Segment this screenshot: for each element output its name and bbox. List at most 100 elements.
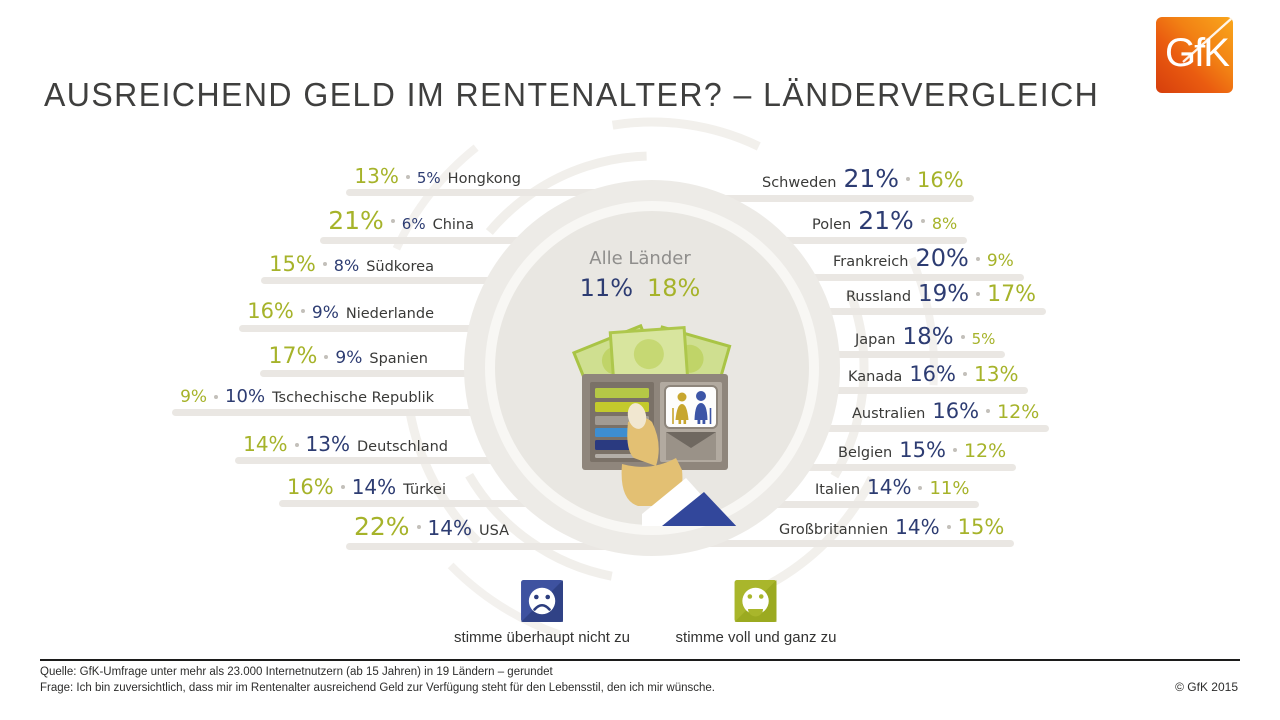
footer-question-text: Frage: Ich bin zuversichtlich, dass mir … bbox=[40, 682, 716, 694]
connector-bar bbox=[172, 408, 660, 416]
value-separator-dot bbox=[920, 219, 925, 224]
connector-bar bbox=[235, 457, 660, 465]
disagree-value: 15% bbox=[899, 438, 946, 462]
country-label: Türkei bbox=[403, 482, 446, 498]
disagree-value: 20% bbox=[915, 244, 969, 272]
agree-value: 16% bbox=[917, 168, 964, 192]
footer-source-text: Quelle: GfK-Umfrage unter mehr als 23.00… bbox=[40, 666, 553, 678]
hand-icon bbox=[621, 403, 737, 526]
value-separator-dot bbox=[390, 219, 395, 224]
agree-value: 9% bbox=[180, 387, 208, 407]
country-row: 22% 14% USA bbox=[353, 512, 509, 542]
logo-text: GfK bbox=[1165, 31, 1230, 75]
legend-agree-label: stimme voll und ganz zu bbox=[675, 629, 837, 646]
happy-face-icon bbox=[735, 580, 777, 622]
country-row: Schweden 21% 16% bbox=[762, 164, 964, 194]
connector-bar bbox=[645, 463, 1017, 471]
disagree-value: 14% bbox=[351, 475, 397, 499]
country-row: Russland 19% 17% bbox=[846, 281, 1036, 307]
connector-bar bbox=[320, 236, 660, 244]
connector-bar bbox=[260, 370, 660, 378]
all-countries-values: 11% 18% bbox=[580, 274, 701, 302]
disagree-value: 16% bbox=[932, 399, 980, 423]
agree-value: 5% bbox=[971, 330, 996, 348]
connector-bar bbox=[346, 189, 660, 197]
country-label: USA bbox=[478, 523, 509, 539]
agree-value: 13% bbox=[354, 164, 399, 188]
footer-copyright: © GfK 2015 bbox=[1175, 680, 1238, 694]
connector-bar bbox=[645, 273, 1024, 281]
country-row: 14% 13% Deutschland bbox=[243, 433, 448, 456]
connector-bar bbox=[645, 540, 1015, 548]
disagree-value: 14% bbox=[427, 516, 472, 540]
country-row: 9% 10% Tschechische Republik bbox=[180, 386, 434, 408]
country-row: Frankreich 20% 9% bbox=[833, 244, 1014, 273]
value-separator-dot bbox=[960, 335, 965, 340]
country-label: Russland bbox=[846, 289, 912, 305]
connector-bar bbox=[239, 324, 660, 332]
country-row: Großbritannien 14% 15% bbox=[779, 515, 1004, 539]
connector-bar bbox=[279, 500, 660, 508]
disagree-value: 6% bbox=[401, 215, 426, 233]
country-label: Japan bbox=[855, 332, 896, 348]
agree-value: 12% bbox=[963, 440, 1007, 462]
sad-face-icon bbox=[520, 580, 563, 622]
value-separator-dot bbox=[340, 485, 345, 490]
elderly-couple-photo-icon bbox=[664, 385, 718, 429]
value-separator-dot bbox=[975, 256, 980, 261]
envelope-icon bbox=[666, 432, 716, 460]
country-label: Kanada bbox=[848, 369, 903, 385]
connector-bar bbox=[645, 424, 1050, 432]
legend-disagree: stimme überhaupt nicht zu bbox=[454, 580, 630, 646]
value-separator-dot bbox=[963, 372, 967, 377]
disagree-value: 19% bbox=[918, 281, 970, 307]
agree-value: 22% bbox=[353, 512, 410, 541]
logo-diagonal-line-icon bbox=[1182, 17, 1233, 63]
agree-value: 15% bbox=[269, 252, 316, 276]
value-separator-dot bbox=[405, 174, 410, 179]
agree-value: 11% bbox=[929, 478, 970, 499]
country-label: Polen bbox=[812, 217, 852, 233]
connector-bar bbox=[645, 236, 968, 244]
disagree-value: 5% bbox=[416, 169, 441, 187]
disagree-value: 9% bbox=[335, 348, 363, 368]
country-label: China bbox=[432, 217, 474, 233]
country-label: Deutschland bbox=[357, 439, 448, 455]
wallet-hand-illustration bbox=[571, 323, 737, 526]
disagree-value: 21% bbox=[843, 164, 900, 193]
disagree-value: 21% bbox=[858, 206, 914, 235]
country-label: Tschechische Republik bbox=[272, 390, 434, 406]
disagree-value: 8% bbox=[333, 256, 360, 275]
agree-value: 8% bbox=[931, 214, 958, 233]
disagree-value: 13% bbox=[305, 432, 350, 456]
country-row: Japan 18% 5% bbox=[855, 324, 995, 350]
connector-bar bbox=[645, 194, 974, 202]
country-row: 15% 8% Südkorea bbox=[269, 252, 434, 276]
value-separator-dot bbox=[322, 262, 327, 267]
agree-value: 9% bbox=[986, 251, 1014, 271]
country-label: Großbritannien bbox=[779, 522, 889, 538]
connector-bar bbox=[345, 542, 660, 550]
country-row: 16% 14% Türkei bbox=[287, 475, 446, 499]
value-separator-dot bbox=[918, 485, 923, 490]
agree-value: 12% bbox=[997, 401, 1040, 423]
value-separator-dot bbox=[946, 525, 951, 530]
agree-value: 13% bbox=[974, 362, 1019, 386]
country-row: 17% 9% Spanien bbox=[268, 344, 428, 369]
country-label: Niederlande bbox=[345, 306, 434, 322]
disagree-value: 9% bbox=[311, 303, 339, 323]
connector-bar bbox=[261, 277, 660, 285]
country-label: Belgien bbox=[838, 445, 893, 461]
country-row: Kanada 16% 13% bbox=[848, 362, 1018, 386]
agree-value: 17% bbox=[987, 282, 1037, 307]
value-separator-dot bbox=[214, 395, 219, 400]
country-row: Australien 16% 12% bbox=[852, 399, 1039, 424]
connector-bar bbox=[645, 308, 1047, 316]
disagree-value: 16% bbox=[909, 362, 956, 386]
agree-value: 14% bbox=[243, 432, 288, 456]
connector-bar bbox=[645, 500, 980, 508]
value-separator-dot bbox=[976, 292, 981, 297]
footer-divider bbox=[40, 659, 1240, 661]
country-row: 21% 6% China bbox=[328, 206, 474, 236]
